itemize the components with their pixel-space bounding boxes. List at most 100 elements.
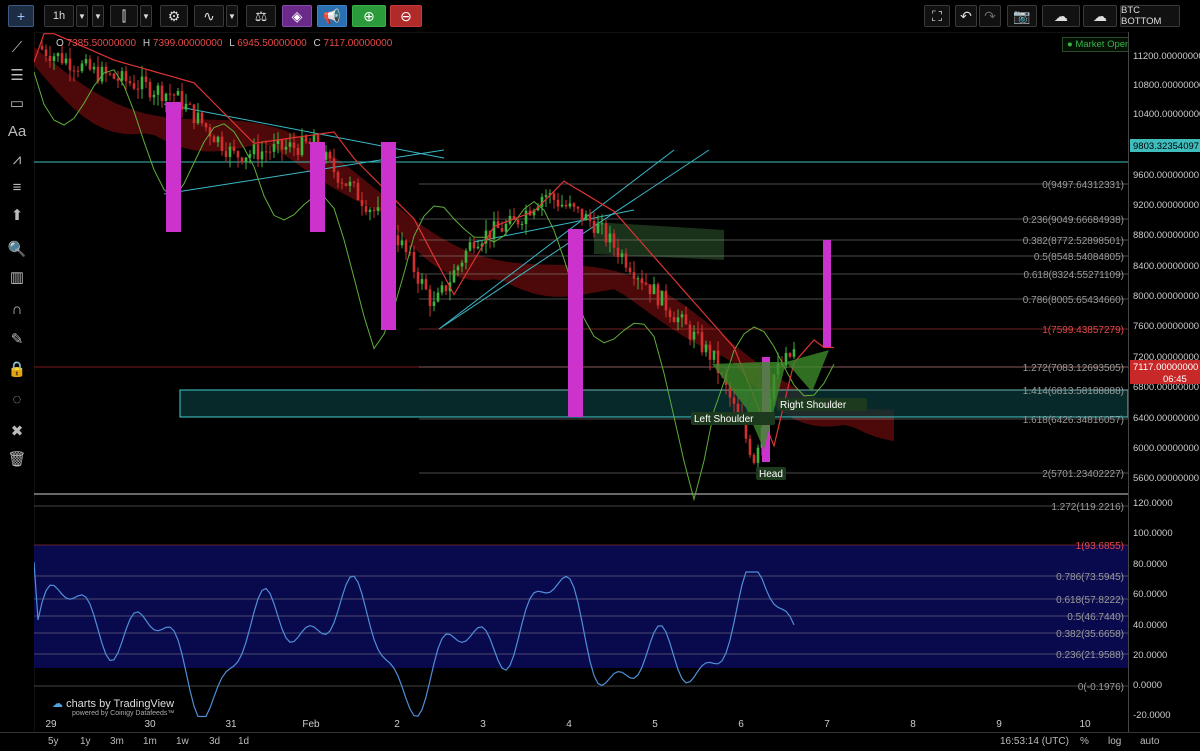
candle-body — [728, 384, 732, 398]
range-1y[interactable]: 1y — [80, 736, 91, 747]
candle-body — [368, 209, 372, 212]
redo-icon[interactable]: ↷ — [979, 5, 1001, 27]
tools-icon[interactable]: ✖ — [10, 423, 24, 440]
rectangle-tool-icon[interactable]: ▭ — [9, 95, 25, 112]
highlight-bar — [166, 102, 181, 232]
candle-body — [568, 203, 572, 207]
eye-hide-icon[interactable]: ◌ — [12, 390, 22, 408]
text-tool-icon[interactable]: Aa — [7, 122, 27, 140]
candle-body — [440, 285, 444, 293]
candle-body — [108, 73, 112, 75]
candle-body — [64, 58, 68, 64]
magnet-icon[interactable]: ∩ — [11, 300, 23, 318]
candle-body — [436, 292, 440, 302]
price-chart[interactable]: 0(9497.64312331) 0.236(9049.66684938) 0.38… — [34, 32, 1128, 732]
range-1w[interactable]: 1w — [176, 736, 189, 747]
candle-body — [696, 331, 700, 333]
percent-toggle[interactable]: % — [1080, 736, 1089, 747]
candle-body — [400, 240, 404, 246]
drawing-toolbar: ⟋ ☰ ▭ Aa ⩘ ≡ ⬆ 🔍 ▥ ∩ ✎ 🔒 ◌ ✖ 🗑 — [0, 32, 35, 732]
symbol-button[interactable]: BTC BOTTOM — [1120, 5, 1180, 27]
hline-label: 9803.32354097 — [1133, 141, 1199, 152]
pencil-icon[interactable]: ✎ — [10, 331, 24, 348]
highlight-bar — [381, 142, 396, 330]
auto-toggle[interactable]: auto — [1140, 736, 1160, 747]
tradingview-branding[interactable]: ☁ charts by TradingView — [52, 697, 174, 710]
osc-tick: 120.0000 — [1133, 498, 1173, 509]
arrow-up-icon[interactable]: ⬆ — [10, 207, 24, 224]
cloud-logo-icon: ☁ — [52, 698, 63, 710]
candle-body — [196, 112, 200, 124]
candles-icon[interactable]: ⫿ — [110, 5, 138, 27]
time-tick: 31 — [225, 719, 237, 730]
candle-body — [152, 94, 156, 98]
chevron-down-icon[interactable]: ▼ — [76, 5, 88, 27]
price-tick: 6400.00000000 — [1133, 413, 1199, 424]
candle-body — [140, 76, 144, 90]
chevron-down-icon[interactable]: ▼ — [140, 5, 152, 27]
candle-body — [424, 279, 428, 290]
oscillator-line — [34, 561, 795, 718]
undo-icon[interactable]: ↶ — [955, 5, 977, 27]
highlight-bar — [823, 240, 831, 347]
lock-icon[interactable]: 🔒 — [7, 361, 27, 378]
candle-body — [60, 53, 64, 64]
chevron-down-icon[interactable]: ▼ — [92, 5, 104, 27]
measure-icon[interactable]: ▥ — [9, 269, 25, 286]
buy-button[interactable]: ⊕ — [352, 5, 386, 27]
price-tick: 9200.00000000 — [1133, 200, 1199, 211]
candle-body — [324, 151, 328, 160]
candle-body — [748, 438, 752, 455]
horizontal-lines-icon[interactable]: ☰ — [10, 67, 24, 84]
osc-fib-label: 0.5(46.7440) — [1067, 612, 1124, 623]
utc-clock[interactable]: 16:53:14 (UTC) — [1000, 736, 1069, 747]
price-axis[interactable]: 11200.00000000 10800.00000000 10400.000000… — [1128, 32, 1200, 732]
alert-icon[interactable]: 📢 — [317, 5, 347, 27]
candle-body — [344, 183, 348, 186]
chevron-down-icon[interactable]: ▼ — [226, 5, 238, 27]
candle-body — [144, 76, 148, 83]
candle-body — [376, 207, 380, 211]
candle-body — [84, 59, 88, 64]
base-line — [34, 33, 834, 448]
log-toggle[interactable]: log — [1108, 736, 1122, 747]
gear-icon[interactable]: ⚙ — [160, 5, 188, 27]
range-5y[interactable]: 5y — [48, 736, 59, 747]
fullscreen-icon[interactable]: ⛶ — [924, 5, 950, 27]
cube-icon[interactable]: ◈ — [282, 5, 312, 27]
right-shoulder-label-text: Right Shoulder — [780, 400, 847, 411]
l-label: L — [229, 38, 235, 49]
range-3m[interactable]: 3m — [110, 736, 124, 747]
range-3d[interactable]: 3d — [209, 736, 221, 747]
interval-button[interactable]: 1h — [44, 5, 74, 27]
cloud-upload-icon[interactable]: ☁ — [1083, 5, 1117, 27]
candle-body — [540, 196, 544, 207]
candle-body — [40, 45, 44, 50]
camera-icon[interactable]: 📷 — [1007, 5, 1037, 27]
candle-body — [612, 233, 616, 248]
line-tool-icon[interactable]: ⟋ — [11, 38, 23, 56]
candle-body — [184, 103, 188, 110]
range-1m[interactable]: 1m — [143, 736, 157, 747]
sell-button[interactable]: ⊖ — [390, 5, 422, 27]
indicators-icon[interactable]: ∿ — [194, 5, 224, 27]
fib-tool-icon[interactable]: ≡ — [12, 178, 22, 196]
crosshair-icon[interactable]: + — [8, 5, 34, 27]
candle-body — [336, 172, 340, 183]
support-zone — [179, 389, 1128, 418]
zoom-icon[interactable]: 🔍 — [7, 241, 27, 258]
fib-label: 1.618(6426.34816057) — [1023, 415, 1124, 426]
candle-body — [716, 350, 720, 373]
cloud-download-icon[interactable]: ☁ — [1042, 5, 1080, 27]
hline-label-bg — [1130, 139, 1200, 152]
compare-icon[interactable]: ⚖ — [246, 5, 276, 27]
o-value: 7385.50000000 — [66, 38, 137, 49]
branding-title: charts by TradingView — [66, 698, 175, 710]
price-tick: 10400.00000000 — [1133, 109, 1200, 120]
candle-body — [252, 144, 256, 155]
candle-body — [328, 151, 332, 159]
trash-icon[interactable]: 🗑 — [7, 451, 27, 468]
pattern-tool-icon[interactable]: ⩘ — [12, 150, 22, 168]
range-1d[interactable]: 1d — [238, 736, 250, 747]
time-tick: 3 — [480, 719, 486, 730]
